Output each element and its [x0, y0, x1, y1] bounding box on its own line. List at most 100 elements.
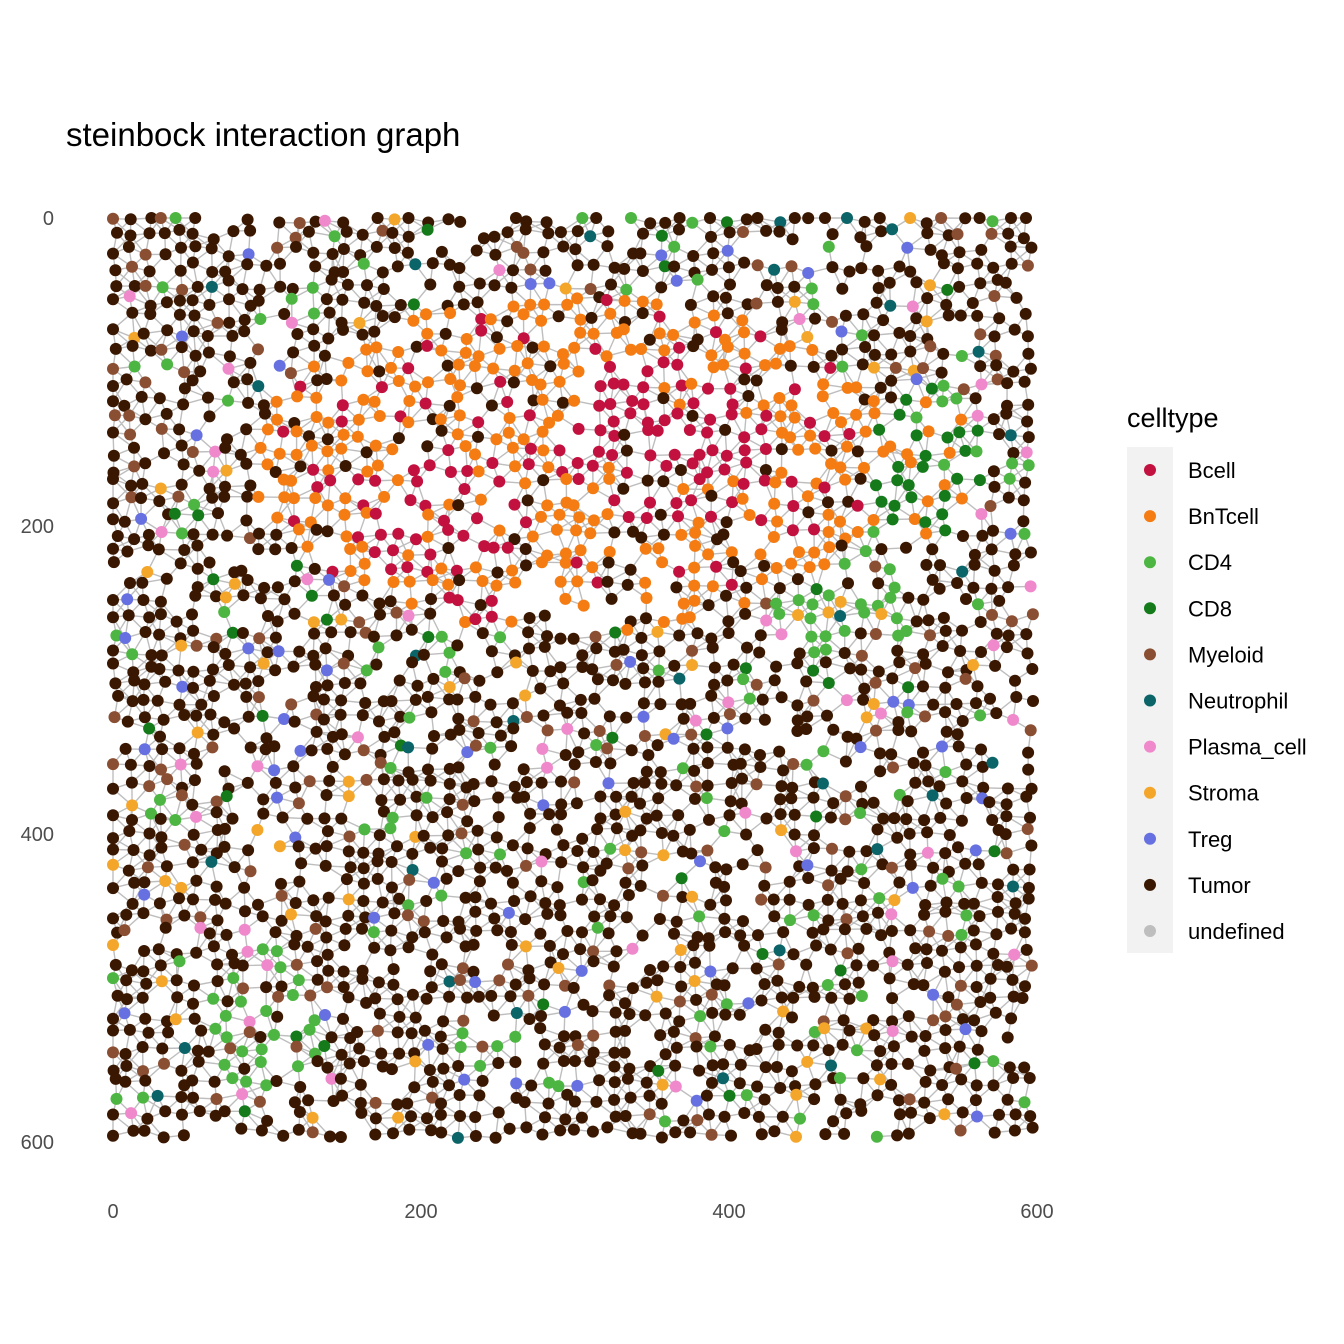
cell-point — [435, 889, 448, 902]
cell-point — [108, 409, 121, 422]
cell-point — [178, 382, 191, 395]
cell-point — [602, 927, 615, 940]
cell-point — [955, 928, 968, 941]
cell-point — [402, 549, 415, 562]
cell-point — [377, 283, 390, 295]
cell-point — [356, 709, 369, 722]
cell-point — [851, 1044, 863, 1057]
cell-point — [254, 313, 267, 325]
cell-point — [453, 280, 466, 293]
cell-point — [737, 226, 749, 238]
cell-point — [126, 799, 139, 812]
cell-point — [655, 249, 668, 262]
cell-point — [868, 348, 881, 361]
cell-point — [192, 1055, 205, 1068]
cell-point — [308, 307, 320, 320]
cell-point — [361, 279, 373, 292]
cell-point — [957, 1013, 969, 1026]
cell-point — [826, 315, 838, 328]
cell-point — [476, 575, 489, 587]
cell-point — [936, 740, 948, 753]
cell-point — [810, 810, 823, 823]
cell-point — [571, 575, 584, 588]
cell-point — [656, 556, 669, 569]
cell-point — [938, 965, 951, 978]
cell-point — [453, 723, 466, 736]
cell-point — [841, 440, 853, 453]
cell-point — [608, 1093, 621, 1106]
cell-point — [576, 661, 589, 673]
cell-point — [337, 266, 350, 278]
cell-point — [337, 1012, 349, 1025]
cell-point — [942, 229, 955, 242]
cell-point — [760, 224, 773, 237]
cell-point — [721, 307, 734, 320]
cell-point — [226, 626, 239, 639]
cell-point — [893, 1094, 905, 1107]
cell-point — [357, 895, 370, 907]
cell-point — [603, 989, 616, 1002]
cell-point — [883, 972, 896, 985]
cell-point — [807, 664, 820, 677]
cell-point — [904, 212, 917, 224]
cell-point — [374, 756, 387, 769]
cell-point — [687, 250, 700, 262]
cell-point — [905, 725, 918, 738]
cell-point — [667, 732, 680, 745]
cell-point — [701, 741, 714, 754]
cell-point — [875, 929, 888, 942]
cell-point — [501, 864, 513, 877]
cell-point — [942, 1093, 955, 1106]
cell-point — [388, 726, 401, 739]
cell-point — [822, 508, 835, 521]
cell-point — [578, 727, 591, 740]
cell-point — [323, 774, 336, 787]
cell-point — [523, 642, 535, 655]
cell-point — [1002, 227, 1015, 240]
cell-point — [984, 692, 996, 705]
cell-point — [223, 316, 236, 329]
cell-point — [278, 713, 290, 725]
cell-point — [592, 445, 605, 458]
cell-point — [435, 424, 448, 437]
cell-point — [792, 594, 805, 607]
cell-point — [251, 824, 264, 836]
cell-point — [271, 1010, 284, 1023]
cell-point — [244, 356, 257, 369]
cell-point — [188, 498, 201, 511]
cell-point — [653, 913, 666, 925]
cell-point — [526, 530, 539, 543]
cell-point — [758, 474, 771, 487]
cell-point — [942, 666, 954, 679]
cell-point — [535, 855, 548, 868]
cell-point — [1022, 459, 1035, 472]
cell-point — [334, 1072, 347, 1085]
cell-point — [125, 479, 138, 492]
cell-point — [924, 1064, 937, 1077]
cell-point — [676, 891, 689, 903]
cell-point — [992, 878, 1004, 891]
cell-point — [620, 283, 633, 296]
cell-point — [190, 639, 203, 652]
cell-point — [221, 529, 234, 542]
cell-point — [156, 743, 169, 756]
cell-point — [734, 1058, 747, 1071]
cell-point — [606, 449, 619, 461]
cell-point — [505, 281, 518, 294]
cell-point — [459, 346, 472, 359]
cell-point — [854, 472, 867, 485]
cell-point — [700, 792, 713, 804]
cell-point — [159, 248, 172, 261]
cell-point — [360, 773, 373, 786]
cell-point — [827, 407, 840, 419]
cell-point — [857, 308, 870, 321]
cell-point — [619, 805, 632, 818]
cell-point — [240, 690, 253, 703]
cell-point — [461, 991, 474, 1004]
cell-point — [910, 312, 923, 325]
cell-point — [604, 757, 617, 770]
cell-point — [239, 905, 251, 918]
cell-point — [688, 764, 701, 777]
cell-point — [212, 507, 224, 520]
cell-point — [373, 829, 386, 842]
